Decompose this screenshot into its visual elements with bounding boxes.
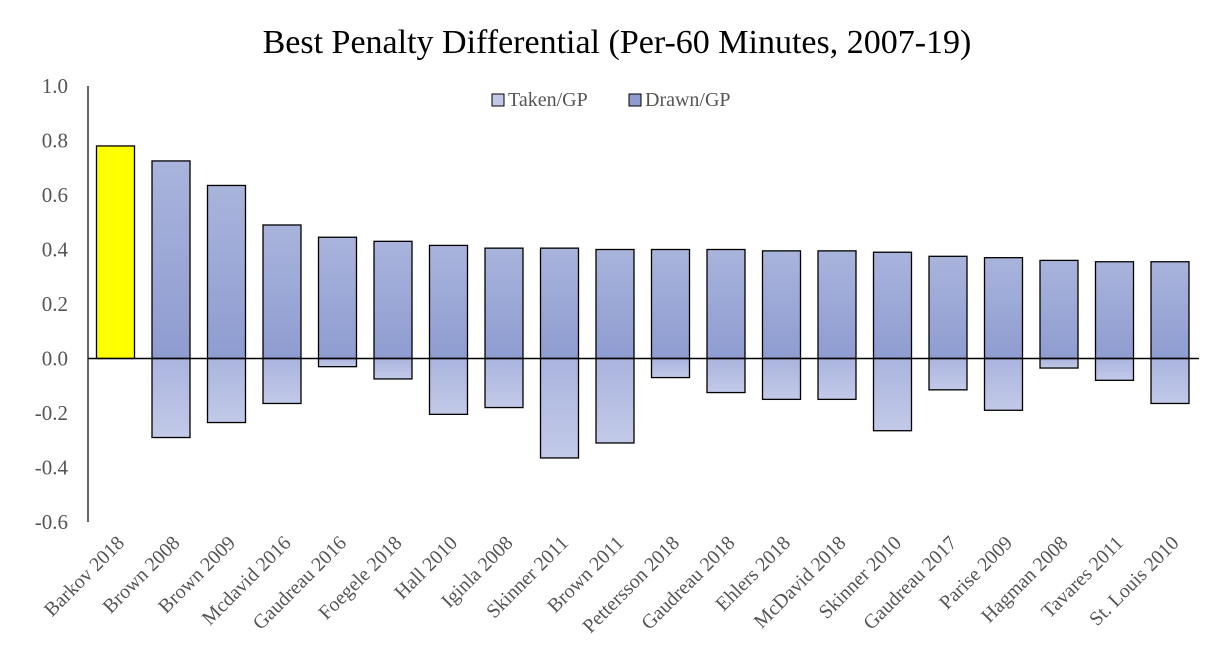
chart-title: Best Penalty Differential (Per-60 Minute…	[263, 24, 972, 61]
bar-drawn-3	[262, 224, 302, 360]
bar-drawn-15	[928, 255, 968, 360]
bar-drawn-6	[428, 244, 469, 360]
bar-taken-13	[817, 357, 857, 401]
y-tick-label: 0.4	[42, 238, 69, 262]
y-tick-label: 0.2	[42, 292, 68, 316]
bar-drawn-7	[484, 247, 524, 360]
axes-group	[87, 86, 1199, 522]
bar-taken-15	[928, 357, 968, 391]
legend-label: Drawn/GP	[645, 89, 731, 111]
bar-drawn-11	[706, 248, 746, 360]
bar-taken-1	[151, 357, 191, 439]
bar-drawn-9	[595, 248, 635, 360]
bar-drawn-17	[1039, 259, 1079, 360]
bar-taken-12	[761, 357, 802, 401]
bar-drawn-1	[151, 160, 191, 360]
bar-taken-11	[706, 357, 746, 394]
y-tick-label: 1.0	[42, 74, 68, 98]
bar-taken-16	[983, 357, 1024, 411]
bar-taken-3	[262, 357, 302, 405]
bar-drawn-8	[539, 247, 580, 360]
bar-taken-9	[595, 357, 635, 444]
bar-taken-7	[484, 357, 524, 409]
y-tick-label: -0.6	[35, 510, 68, 534]
y-tick-label: -0.2	[35, 401, 68, 425]
x-category-label: Pettersson 2018	[579, 532, 685, 638]
bar-taken-18	[1094, 357, 1135, 381]
bar-drawn-4	[317, 236, 358, 360]
bars-group	[95, 145, 1190, 459]
bar-drawn-18	[1094, 261, 1135, 360]
bar-taken-8	[539, 357, 580, 459]
y-tick-label: 0.8	[42, 129, 68, 153]
bar-taken-17	[1039, 357, 1079, 369]
bar-drawn-19	[1150, 261, 1190, 360]
bar-drawn-12	[761, 250, 802, 360]
bar-drawn-5	[373, 240, 413, 360]
y-tick-label: -0.4	[35, 456, 69, 480]
y-tick-label: 0.6	[42, 183, 68, 207]
bar-taken-10	[650, 357, 691, 379]
bar-taken-6	[428, 357, 469, 416]
bar-taken-14	[872, 357, 913, 432]
bar-taken-4	[317, 357, 358, 368]
bar-drawn-10	[650, 248, 691, 360]
bar-drawn-16	[983, 257, 1024, 360]
bar-drawn-0	[95, 145, 136, 360]
legend: Taken/GP Drawn/GP	[491, 89, 731, 111]
bar-taken-5	[373, 357, 413, 380]
bar-taken-19	[1150, 357, 1190, 405]
bar-taken-2	[206, 357, 247, 424]
y-tick-labels: 1.0 0.8 0.6 0.4 0.2 0.0 -0.2 -0.4 -0.6	[35, 74, 69, 534]
legend-swatch	[491, 93, 505, 107]
bar-drawn-14	[872, 251, 913, 360]
legend-label: Taken/GP	[508, 89, 588, 111]
y-tick-label: 0.0	[42, 347, 68, 371]
bar-drawn-2	[206, 184, 247, 360]
bar-drawn-13	[817, 250, 857, 360]
legend-swatch	[628, 93, 642, 107]
